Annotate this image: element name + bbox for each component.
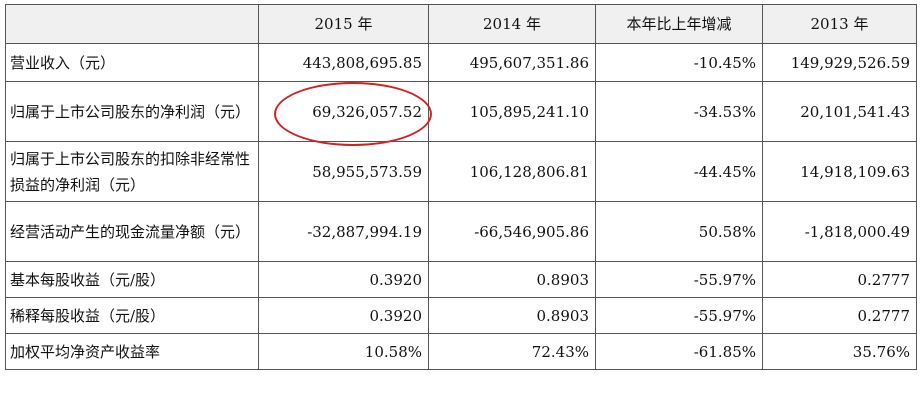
cell-2015: 58,955,573.59 bbox=[258, 141, 429, 202]
table-row: 经营活动产生的现金流量净额（元） -32,887,994.19 -66,546,… bbox=[5, 201, 917, 262]
cell-2015: 0.3920 bbox=[258, 297, 429, 334]
cell-2014: 72.43% bbox=[428, 333, 596, 370]
cell-2014: 105,895,241.10 bbox=[428, 81, 596, 142]
row-label: 基本每股收益（元/股） bbox=[5, 261, 259, 298]
cell-2013: 0.2777 bbox=[762, 297, 917, 334]
header-cell-label bbox=[5, 4, 259, 44]
table-row: 归属于上市公司股东的净利润（元） 69,326,057.52 105,895,2… bbox=[5, 81, 917, 142]
cell-change: -44.45% bbox=[595, 141, 763, 202]
row-label: 加权平均净资产收益率 bbox=[5, 333, 259, 370]
cell-2013: -1,818,000.49 bbox=[762, 201, 917, 262]
cell-change: -55.97% bbox=[595, 297, 763, 334]
cell-2013: 35.76% bbox=[762, 333, 917, 370]
cell-2013: 0.2777 bbox=[762, 261, 917, 298]
row-label: 归属于上市公司股东的扣除非经常性损益的净利润（元） bbox=[5, 141, 259, 202]
table-row: 基本每股收益（元/股） 0.3920 0.8903 -55.97% 0.2777 bbox=[5, 261, 917, 298]
table-row: 归属于上市公司股东的扣除非经常性损益的净利润（元） 58,955,573.59 … bbox=[5, 141, 917, 202]
table-row: 稀释每股收益（元/股） 0.3920 0.8903 -55.97% 0.2777 bbox=[5, 297, 917, 334]
financial-table: 2015 年 2014 年 本年比上年增减 2013 年 营业收入（元） 443… bbox=[5, 4, 917, 370]
cell-change: -61.85% bbox=[595, 333, 763, 370]
header-cell-2014: 2014 年 bbox=[428, 4, 596, 44]
cell-2013: 14,918,109.63 bbox=[762, 141, 917, 202]
header-cell-change: 本年比上年增减 bbox=[595, 4, 763, 44]
header-cell-2015: 2015 年 bbox=[258, 4, 429, 44]
cell-2014: -66,546,905.86 bbox=[428, 201, 596, 262]
row-label: 稀释每股收益（元/股） bbox=[5, 297, 259, 334]
cell-2014: 0.8903 bbox=[428, 261, 596, 298]
header-cell-2013: 2013 年 bbox=[762, 4, 917, 44]
cell-2014: 495,607,351.86 bbox=[428, 43, 596, 82]
cell-2014: 106,128,806.81 bbox=[428, 141, 596, 202]
cell-change: -55.97% bbox=[595, 261, 763, 298]
cell-2013: 149,929,526.59 bbox=[762, 43, 917, 82]
row-label: 归属于上市公司股东的净利润（元） bbox=[5, 81, 259, 142]
cell-change: -10.45% bbox=[595, 43, 763, 82]
header-row: 2015 年 2014 年 本年比上年增减 2013 年 bbox=[5, 4, 917, 44]
table-row: 加权平均净资产收益率 10.58% 72.43% -61.85% 35.76% bbox=[5, 333, 917, 370]
row-label: 经营活动产生的现金流量净额（元） bbox=[5, 201, 259, 262]
row-label: 营业收入（元） bbox=[5, 43, 259, 82]
cell-2013: 20,101,541.43 bbox=[762, 81, 917, 142]
table-row: 营业收入（元） 443,808,695.85 495,607,351.86 -1… bbox=[5, 43, 917, 82]
cell-change: -34.53% bbox=[595, 81, 763, 142]
cell-2014: 0.8903 bbox=[428, 297, 596, 334]
cell-2015: 0.3920 bbox=[258, 261, 429, 298]
cell-2015: 69,326,057.52 bbox=[258, 81, 429, 142]
cell-2015: -32,887,994.19 bbox=[258, 201, 429, 262]
cell-2015: 10.58% bbox=[258, 333, 429, 370]
cell-2015: 443,808,695.85 bbox=[258, 43, 429, 82]
cell-change: 50.58% bbox=[595, 201, 763, 262]
